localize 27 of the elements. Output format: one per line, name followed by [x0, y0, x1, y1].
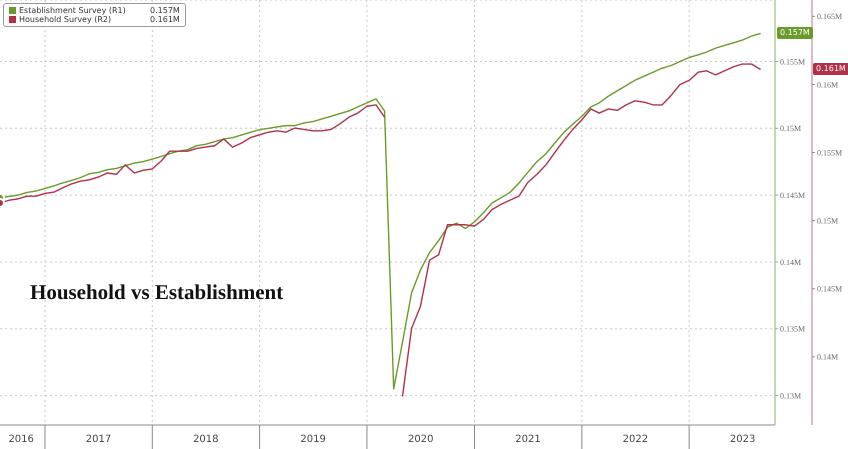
y2-tick-label: 0.14M [817, 352, 838, 362]
legend-label: Establishment Survey (R1) [19, 6, 127, 15]
x-tick-label: 2017 [86, 434, 112, 445]
x-tick-label: 2022 [622, 434, 648, 445]
x-tick-label: 2021 [515, 434, 541, 445]
annotation: 0.157M [150, 6, 180, 15]
text: 0.157M [780, 28, 810, 38]
annotation: 0.161M [150, 15, 180, 24]
y2-tick-label: 0.145M [817, 284, 842, 294]
y-tick-label: 0.15M [780, 124, 802, 134]
legend-label: Household Survey (R2) [19, 15, 112, 24]
y-tick-label: 0.155M [780, 57, 806, 66]
x-tick-label: 2016 [8, 434, 34, 445]
y2-tick-label: 0.15M [817, 216, 838, 226]
x-tick-label: 2023 [730, 434, 756, 445]
y2-tick-label: 0.155M [817, 148, 842, 158]
y2-tick-label: 0.165M [817, 12, 842, 22]
x-tick-label: 2019 [300, 434, 326, 445]
text: Household vs Establishment [30, 280, 284, 305]
y-tick-label: 0.135M [780, 324, 806, 334]
x-tick-label: 2018 [193, 434, 219, 445]
y-tick-label: 0.145M [780, 190, 806, 200]
text: 0.161M [816, 64, 846, 74]
x-tick-label: 2020 [408, 434, 434, 445]
y-tick-label: 0.13M [780, 391, 802, 400]
y-tick-label: 0.14M [780, 258, 802, 267]
y2-tick-label: 0.16M [817, 80, 838, 90]
